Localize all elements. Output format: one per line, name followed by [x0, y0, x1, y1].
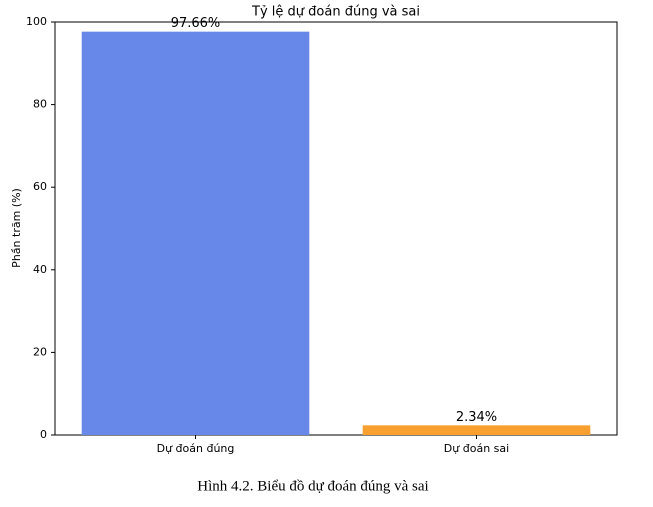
chart-title: Tỷ lệ dự đoán đúng và sai	[251, 5, 420, 20]
plot-frame	[54, 21, 618, 436]
y-axis-label: Phần trăm (%)	[10, 188, 23, 268]
y-tick-label: 80	[33, 98, 47, 111]
y-tick-label: 100	[26, 15, 47, 28]
bar	[81, 31, 310, 436]
value-label: 97.66%	[171, 16, 221, 31]
y-tick-label: 20	[33, 345, 47, 358]
value-label: 2.34%	[456, 410, 497, 425]
x-tick-label: Dự đoán đúng	[157, 442, 235, 455]
bar	[362, 425, 591, 435]
y-tick-label: 0	[40, 428, 47, 441]
x-tick-label: Dự đoán sai	[444, 442, 509, 455]
caption: Hình 4.2. Biểu đồ dự đoán đúng và sai	[197, 478, 428, 494]
y-tick-label: 60	[33, 180, 47, 193]
y-tick-label: 40	[33, 263, 47, 276]
